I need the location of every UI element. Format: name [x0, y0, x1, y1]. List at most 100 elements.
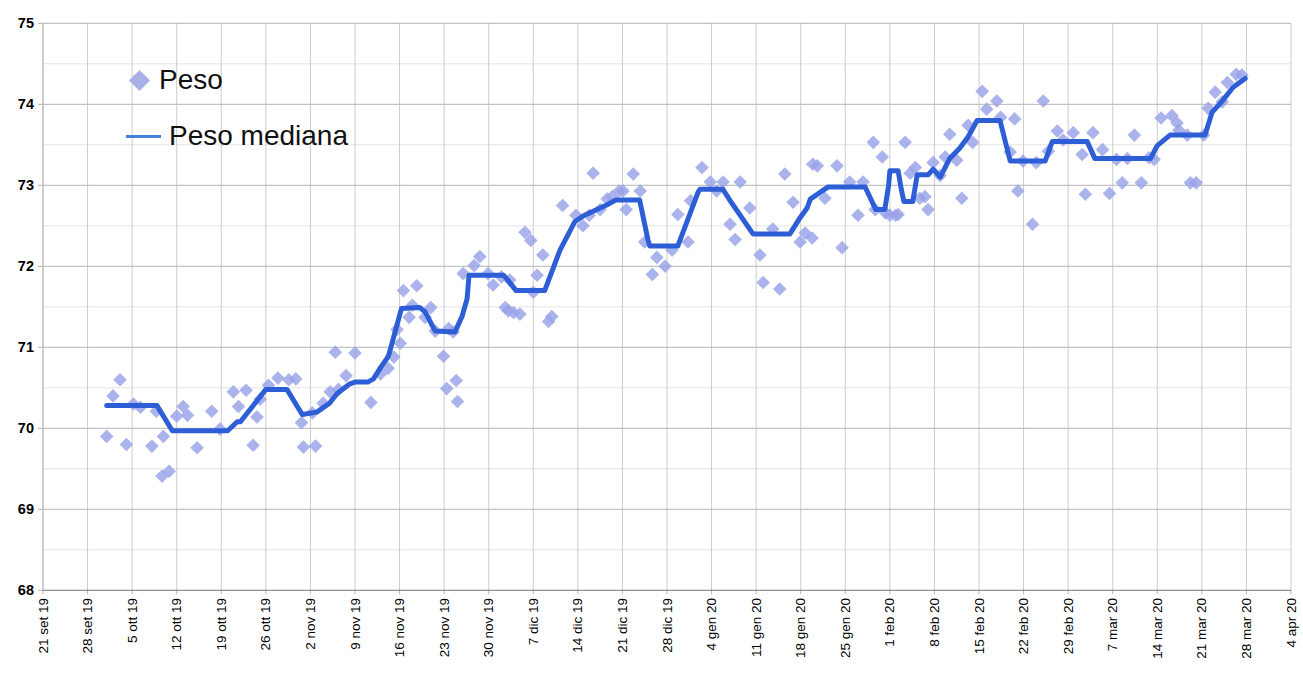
svg-text:12 ott 19: 12 ott 19 [169, 598, 184, 651]
data-point-diamond [113, 373, 127, 387]
data-point-diamond [250, 410, 264, 424]
svg-text:7 mar 20: 7 mar 20 [1105, 598, 1120, 651]
data-point-diamond [756, 276, 770, 290]
data-point-diamond [1154, 111, 1168, 125]
data-point-diamond [650, 251, 664, 265]
data-point-diamond [402, 311, 416, 325]
data-point-diamond [778, 167, 792, 181]
legend-peso-label: Peso [159, 64, 223, 96]
data-point-diamond [851, 208, 865, 222]
data-point-diamond [835, 241, 849, 255]
data-point-diamond [348, 346, 362, 360]
data-point-diamond [145, 439, 159, 453]
svg-text:21 dic 19: 21 dic 19 [615, 598, 630, 653]
svg-text:25 gen 20: 25 gen 20 [838, 598, 853, 658]
svg-text:5 ott 19: 5 ott 19 [125, 598, 140, 643]
svg-text:2 nov 19: 2 nov 19 [303, 598, 318, 650]
svg-text:30 nov 19: 30 nov 19 [481, 598, 496, 657]
data-point-diamond [440, 382, 454, 396]
legend-item-peso-mediana: Peso mediana [126, 108, 348, 164]
chart-legend: Peso Peso mediana [126, 52, 348, 164]
data-point-diamond [297, 440, 311, 454]
svg-text:28 set 19: 28 set 19 [80, 598, 95, 654]
data-point-diamond [1037, 94, 1051, 108]
data-point-diamond [753, 248, 767, 262]
data-point-diamond [943, 127, 957, 141]
svg-text:19 ott 19: 19 ott 19 [214, 598, 229, 651]
data-point-diamond [397, 284, 411, 298]
data-point-diamond [157, 430, 171, 444]
svg-text:15 feb 20: 15 feb 20 [972, 598, 987, 654]
svg-text:4 gen 20: 4 gen 20 [704, 598, 719, 651]
svg-text:22 feb 20: 22 feb 20 [1016, 598, 1031, 654]
data-point-diamond [633, 184, 647, 198]
data-point-diamond [1008, 112, 1022, 126]
svg-text:14 dic 19: 14 dic 19 [570, 598, 585, 653]
data-point-diamond [100, 430, 114, 444]
legend-item-peso: Peso [126, 52, 348, 108]
svg-text:72: 72 [18, 258, 34, 274]
data-point-diamond [898, 136, 912, 150]
data-point-diamond [1079, 187, 1093, 201]
svg-text:70: 70 [18, 420, 34, 436]
data-point-diamond [723, 217, 737, 231]
data-point-diamond [451, 395, 465, 409]
data-point-diamond [227, 385, 241, 399]
data-point-diamond [1135, 176, 1149, 190]
data-point-diamond [120, 438, 134, 452]
svg-text:11 gen 20: 11 gen 20 [749, 598, 764, 657]
data-point-diamond [975, 85, 989, 99]
svg-text:26 ott 19: 26 ott 19 [258, 598, 273, 651]
data-point-diamond [239, 383, 253, 397]
data-point-diamond [955, 191, 969, 205]
svg-text:75: 75 [18, 15, 34, 31]
data-point-diamond [1011, 184, 1025, 198]
svg-text:71: 71 [18, 339, 34, 355]
legend-peso-mediana-label: Peso mediana [169, 120, 348, 152]
data-point-diamond [990, 94, 1004, 108]
svg-text:29 feb 20: 29 feb 20 [1061, 598, 1076, 654]
data-point-diamond [449, 374, 463, 388]
data-point-diamond [646, 268, 660, 282]
svg-text:69: 69 [18, 501, 34, 517]
data-point-diamond [106, 389, 120, 403]
data-point-diamond [536, 248, 550, 262]
data-point-diamond [875, 150, 889, 164]
data-point-diamond [695, 161, 709, 175]
svg-text:1 feb 20: 1 feb 20 [882, 598, 897, 647]
svg-text:28 mar 20: 28 mar 20 [1239, 598, 1254, 659]
data-point-diamond [921, 203, 935, 217]
data-point-diamond [586, 166, 600, 180]
svg-text:7 dic 19: 7 dic 19 [526, 598, 541, 645]
svg-text:74: 74 [18, 96, 34, 112]
svg-text:68: 68 [18, 582, 34, 598]
data-point-diamond [410, 279, 424, 293]
svg-text:23 nov 19: 23 nov 19 [437, 598, 452, 657]
data-point-diamond [339, 369, 353, 383]
data-point-diamond [786, 196, 800, 210]
data-point-diamond [205, 404, 219, 418]
peso-mediana-line-icon [126, 135, 161, 138]
data-point-diamond [773, 282, 787, 296]
data-point-diamond [1115, 176, 1129, 190]
svg-text:16 nov 19: 16 nov 19 [392, 598, 407, 657]
peso-diamond-icon [129, 69, 150, 90]
svg-text:14 mar 20: 14 mar 20 [1150, 598, 1165, 659]
data-point-diamond [733, 175, 747, 189]
data-point-diamond [743, 201, 757, 215]
svg-text:4 apr 20: 4 apr 20 [1284, 598, 1299, 648]
data-point-diamond [867, 136, 881, 150]
data-point-diamond [232, 400, 246, 414]
svg-text:9 nov 19: 9 nov 19 [348, 598, 363, 650]
weight-chart-page: 21 set 1928 set 195 ott 1912 ott 1919 ot… [0, 0, 1303, 699]
data-point-diamond [295, 416, 309, 430]
svg-text:8 feb 20: 8 feb 20 [927, 598, 942, 647]
data-point-diamond [1086, 126, 1100, 140]
data-point-diamond [728, 233, 742, 247]
data-point-diamond [1026, 217, 1040, 231]
data-point-diamond [530, 268, 544, 282]
data-point-diamond [1208, 85, 1222, 99]
data-point-diamond [626, 167, 640, 181]
data-point-diamond [1103, 187, 1117, 201]
data-point-diamond [830, 159, 844, 173]
